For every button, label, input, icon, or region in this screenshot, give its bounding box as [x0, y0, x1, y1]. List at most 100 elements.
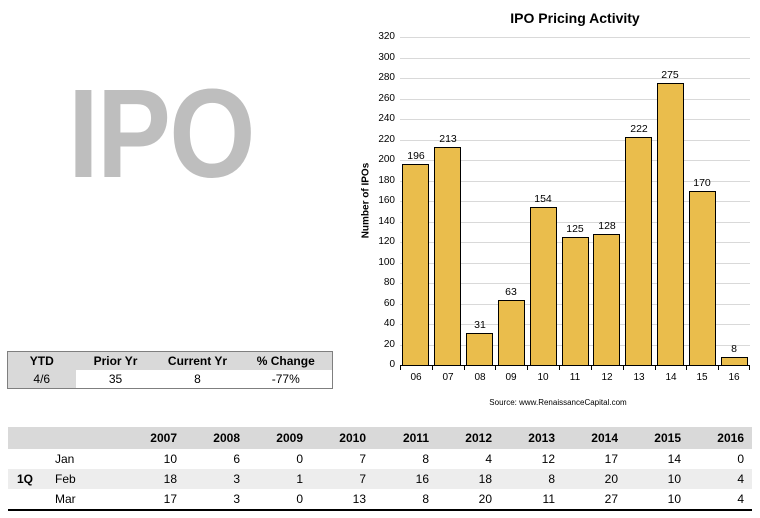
x-axis-tick-label: 16: [728, 372, 740, 383]
chart-bar: [562, 237, 589, 365]
y-axis-tick-label: 300: [378, 52, 395, 63]
y-axis-tick-label: 140: [378, 216, 395, 227]
chart-bar: [402, 164, 429, 365]
x-axis-tick-label: 06: [410, 372, 422, 383]
bar-value-label: 31: [474, 319, 486, 331]
chart-gridline: [400, 160, 750, 161]
month-label-cell: Mar: [55, 492, 76, 506]
x-axis-tick: [559, 366, 560, 370]
monthly-value-cell: 20: [478, 492, 492, 506]
chart-bar: [657, 83, 684, 365]
monthly-value-cell: 0: [737, 452, 744, 466]
monthly-header-row: 2007 2008 2009 2010 2011 2012 2013 2014 2015 2016: [8, 427, 752, 449]
monthly-value-cell: 13: [352, 492, 366, 506]
month-label-cell: Feb: [42, 469, 122, 489]
monthly-header-spacer: [8, 427, 42, 449]
x-axis-tick: [718, 366, 719, 370]
chart-title: IPO Pricing Activity: [510, 10, 640, 26]
x-axis-tick: [400, 366, 401, 370]
monthly-data-row: Mar 17 3 0 13 8 20 11 27 10 4: [8, 489, 752, 510]
y-axis-tick-label: 180: [378, 175, 395, 186]
ytd-data-cell: 8: [155, 370, 240, 389]
chart-plot-area: 196 213 31 63 154 125 128 222 275 170 8: [400, 37, 750, 366]
year-header-cell: 2014: [563, 427, 626, 449]
chart-bar: [498, 300, 525, 365]
bar-value-label: 8: [731, 343, 737, 355]
x-axis-tick: [686, 366, 687, 370]
y-axis-tick-label: 260: [378, 93, 395, 104]
year-header-cell: 2007: [122, 427, 185, 449]
x-axis-tick-label: 10: [537, 372, 549, 383]
monthly-value-cell: 7: [311, 469, 374, 489]
y-axis-tick-label: 20: [383, 339, 395, 350]
year-header-cell: 2016: [689, 427, 752, 449]
monthly-value-cell: 0: [296, 452, 303, 466]
monthly-value-cell: 11: [542, 492, 555, 506]
monthly-data-row: 1Q Feb 18 3 1 7 16 18 8 20 10 4: [8, 469, 752, 489]
monthly-value-cell: 10: [163, 452, 177, 466]
ytd-header-cell: Prior Yr: [75, 351, 156, 370]
chart-gridline: [400, 37, 750, 38]
chart-gridline: [400, 99, 750, 100]
y-axis-tick-label: 160: [378, 195, 395, 206]
y-axis-tick-label: 40: [383, 318, 395, 329]
x-axis-tick: [527, 366, 528, 370]
monthly-value-cell: 10: [667, 492, 681, 506]
bar-value-label: 222: [630, 123, 648, 135]
x-axis-tick: [591, 366, 592, 370]
year-header-cell: 2010: [311, 427, 374, 449]
ytd-header-cell: % Change: [239, 351, 333, 370]
chart-bar: [434, 147, 461, 365]
monthly-value-cell: 0: [296, 492, 303, 506]
bar-value-label: 170: [693, 177, 711, 189]
x-axis-tick: [749, 366, 750, 370]
x-axis-tick-label: 09: [505, 372, 517, 383]
ytd-data-row: 4/6 35 8 -77%: [7, 370, 333, 389]
monthly-value-cell: 14: [667, 452, 681, 466]
y-axis-tick-label: 0: [389, 359, 395, 370]
x-axis-tick: [623, 366, 624, 370]
year-header-cell: 2008: [185, 427, 248, 449]
bar-value-label: 275: [661, 69, 679, 81]
monthly-value-cell: 17: [163, 492, 177, 506]
y-axis-tick-label: 320: [378, 31, 395, 42]
year-header-cell: 2012: [437, 427, 500, 449]
month-label-cell: Jan: [55, 452, 75, 466]
ytd-summary-table: YTD Prior Yr Current Yr% Change 4/6 35 8 -77%: [7, 351, 333, 389]
quarter-label-cell: [8, 489, 42, 510]
y-axis-tick-label: 80: [383, 277, 395, 288]
bar-value-label: 125: [566, 223, 584, 235]
monthly-header-spacer: [42, 427, 122, 449]
y-axis-tick-label: 100: [378, 257, 395, 268]
monthly-ipo-table: 2007 2008 2009 2010 2011 2012 2013 2014 2015 2016…: [8, 427, 752, 511]
ipo-pricing-chart: IPO Pricing Activity Number of IPOs 196 2…: [355, 4, 760, 416]
year-header-cell: 2015: [626, 427, 689, 449]
ytd-header-row: YTD Prior Yr Current Yr% Change: [7, 351, 333, 370]
ytd-data-cell: 35: [75, 370, 156, 389]
year-header-cell: 2013: [500, 427, 563, 449]
bar-value-label: 213: [439, 133, 457, 145]
monthly-value-cell: 6: [233, 452, 240, 466]
x-axis-tick-label: 11: [569, 372, 581, 383]
monthly-value-cell: 8: [500, 469, 563, 489]
y-axis-tick-label: 240: [378, 113, 395, 124]
bar-value-label: 63: [505, 286, 517, 298]
x-axis-tick-label: 08: [474, 372, 486, 383]
chart-gridline: [400, 58, 750, 59]
chart-bar: [721, 357, 748, 365]
bar-value-label: 196: [407, 150, 425, 162]
monthly-value-cell: 17: [604, 452, 618, 466]
monthly-value-cell: 8: [422, 452, 429, 466]
ytd-header-cell: Current Yr: [155, 351, 240, 370]
y-axis-tick-label: 200: [378, 154, 395, 165]
monthly-value-cell: 3: [185, 469, 248, 489]
chart-bar: [625, 137, 652, 365]
ytd-data-cell: 4/6: [7, 370, 76, 389]
year-header-cell: 2009: [248, 427, 311, 449]
x-axis-tick: [432, 366, 433, 370]
monthly-value-cell: 4: [689, 469, 752, 489]
chart-gridline: [400, 140, 750, 141]
chart-gridline: [400, 78, 750, 79]
x-axis-tick: [495, 366, 496, 370]
monthly-value-cell: 27: [604, 492, 618, 506]
